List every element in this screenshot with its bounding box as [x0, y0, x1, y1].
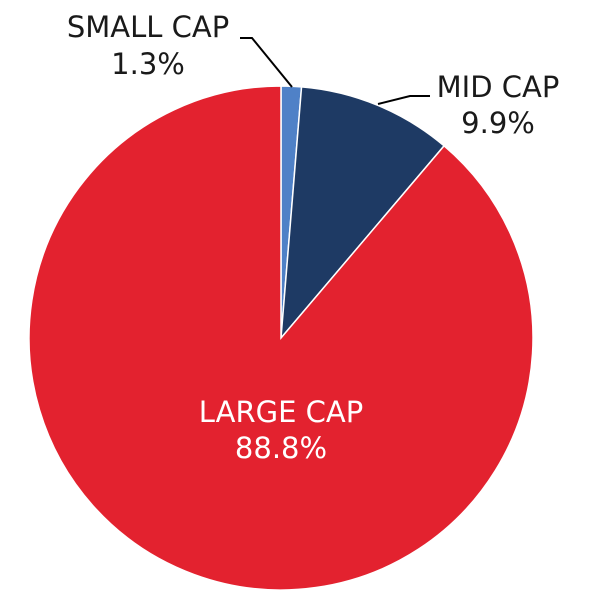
pie-slices — [28, 85, 534, 591]
slice-value-large-cap: 88.8% — [235, 431, 327, 465]
slice-value-mid-cap: 9.9% — [461, 106, 535, 140]
leader-line-small-cap — [240, 37, 293, 88]
slice-label-large-cap: LARGE CAP — [199, 395, 363, 429]
slice-label-mid-cap: MID CAP — [437, 70, 560, 104]
leader-lines — [240, 37, 430, 105]
slice-value-small-cap: 1.3% — [111, 47, 185, 81]
slice-label-small-cap: SMALL CAP — [67, 10, 229, 44]
pie-slice-mid-cap — [280, 86, 446, 341]
pie-slice-large-cap — [28, 85, 534, 591]
leader-line-mid-cap — [377, 95, 430, 105]
slice-labels: SMALL CAP 1.3% MID CAP 9.9% LARGE CAP 88… — [67, 10, 560, 465]
